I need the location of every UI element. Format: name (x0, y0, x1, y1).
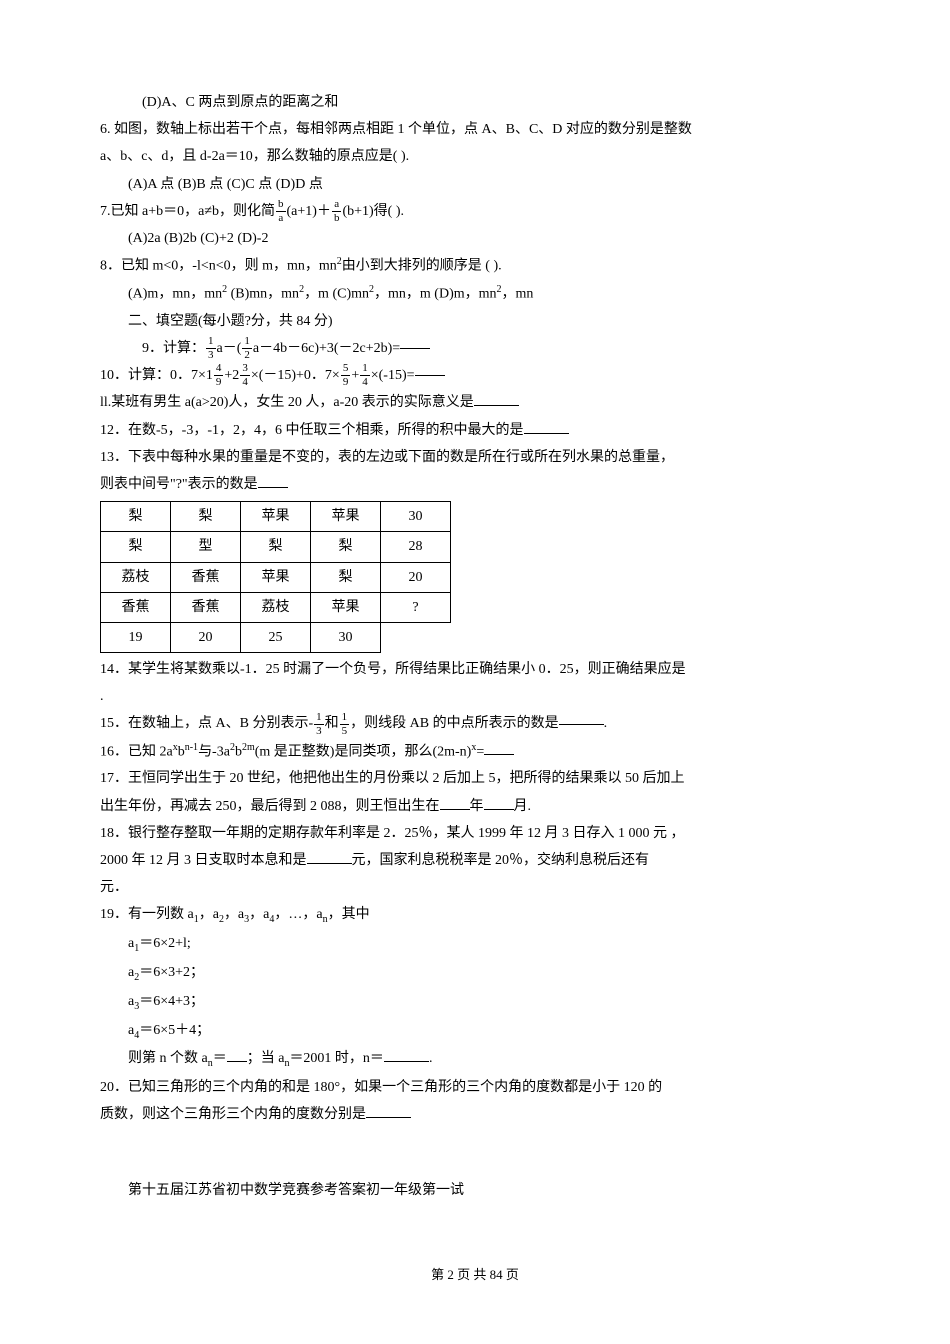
q11: ll.某班有男生 a(a>20)人，女生 20 人，a-20 表示的实际意义是 (100, 390, 850, 415)
section2-title: 二、填空题(每小题?分，共 84 分) (100, 309, 850, 334)
q18-line3: 元． (100, 875, 850, 900)
q9: 9．计算： 1 3 a－( 1 2 a－4b－6c)+3(－2c+2b)= (100, 336, 850, 361)
q6-text: 6. 如图，数轴上标出若干个点，每相邻两点相距 1 个单位，点 A、B、C、D … (100, 117, 850, 142)
fruit-table: 梨 梨 苹果 苹果 30 梨 型 梨 梨 28 荔枝 香蕉 苹果 梨 20 香蕉… (100, 501, 451, 653)
q7-frac-a-b: a b (332, 199, 342, 224)
answer-title: 第十五届江苏省初中数学竞赛参考答案初一年级第一试 (100, 1178, 850, 1203)
q6-options: (A)A 点 (B)B 点 (C)C 点 (D)D 点 (100, 172, 850, 197)
q7: 7.已知 a+b＝0，a≠b，则化简 b a (a+1)＋ a b (b+1)得… (100, 199, 850, 224)
page-footer: 第 2 页 共 84 页 (100, 1263, 850, 1286)
q19-last: 则第 n 个数 an＝；当 an＝2001 时，n＝. (100, 1046, 850, 1073)
q19-a3: a3＝6×4+3； (100, 989, 850, 1016)
q8-options: (A)m，mn，mn2 (B)mn，mn2，m (C)mn2，mn，m (D)m… (100, 281, 850, 307)
q13-line1: 13．下表中每种水果的重量是不变的，表的左边或下面的数是所在行或所在列水果的总重… (100, 445, 850, 470)
q19-line1: 19．有一列数 a1，a2，a3，a4，…，an，其中 (100, 902, 850, 929)
q20-line2: 质数，则这个三角形三个内角的度数分别是 (100, 1102, 850, 1127)
table-row: 梨 型 梨 梨 28 (101, 532, 451, 562)
q7-suffix: (b+1)得( ). (342, 199, 404, 224)
q6-text2: a、b、c、d，且 d-2a＝10，那么数轴的原点应是( ). (100, 144, 850, 169)
q7-frac-b-a: b a (276, 199, 286, 224)
q14-line1: 14．某学生将某数乘以-1．25 时漏了一个负号，所得结果比正确结果小 0．25… (100, 657, 850, 682)
q17-line1: 17．王恒同学出生于 20 世纪，他把他出生的月份乘以 2 后加上 5，把所得的… (100, 766, 850, 791)
q16: 16．已知 2axbn-1与-3a2b2m(m 是正整数)是同类项，那么(2m-… (100, 739, 850, 765)
q7-mid1: (a+1)＋ (287, 199, 331, 224)
q10: 10．计算：0．7×1 4 9 +2 3 4 ×(－15)+0．7× 5 9 +… (100, 363, 850, 388)
table-row: 梨 梨 苹果 苹果 30 (101, 502, 451, 532)
q7-prefix: 7.已知 a+b＝0，a≠b，则化简 (100, 199, 275, 224)
q15: 15．在数轴上，点 A、B 分别表示- 1 3 和 1 5 ，则线段 AB 的中… (100, 711, 850, 736)
q12: 12．在数-5，-3，-1，2，4，6 中任取三个相乘，所得的积中最大的是 (100, 418, 850, 443)
q5-option-d: (D)A、C 两点到原点的距离之和 (100, 90, 850, 115)
q7-options: (A)2a (B)2b (C)+2 (D)-2 (100, 226, 850, 251)
q20-line1: 20．已知三角形的三个内角的和是 180°，如果一个三角形的三个内角的度数都是小… (100, 1075, 850, 1100)
table-row: 19 20 25 30 (101, 622, 451, 652)
q8: 8．已知 m<0，-l<n<0，则 m，mn，mn2由小到大排列的顺序是 ( )… (100, 253, 850, 279)
q18-line1: 18．银行整存整取一年期的定期存款年利率是 2．25％，某人 1999 年 12… (100, 821, 850, 846)
q13-line2: 则表中间号"?"表示的数是 (100, 472, 850, 497)
q19-a4: a4＝6×5＋4； (100, 1018, 850, 1045)
q19-a1: a1＝6×2+l; (100, 931, 850, 958)
table-row: 荔枝 香蕉 苹果 梨 20 (101, 562, 451, 592)
q19-a2: a2＝6×3+2； (100, 960, 850, 987)
table-row: 香蕉 香蕉 荔枝 苹果 ? (101, 592, 451, 622)
q17-line2: 出生年份，再减去 250，最后得到 2 088，则王恒出生在年月. (100, 794, 850, 819)
q18-line2: 2000 年 12 月 3 日支取时本息和是元，国家利息税税率是 20％，交纳利… (100, 848, 850, 873)
q14-line2: . (100, 684, 850, 709)
